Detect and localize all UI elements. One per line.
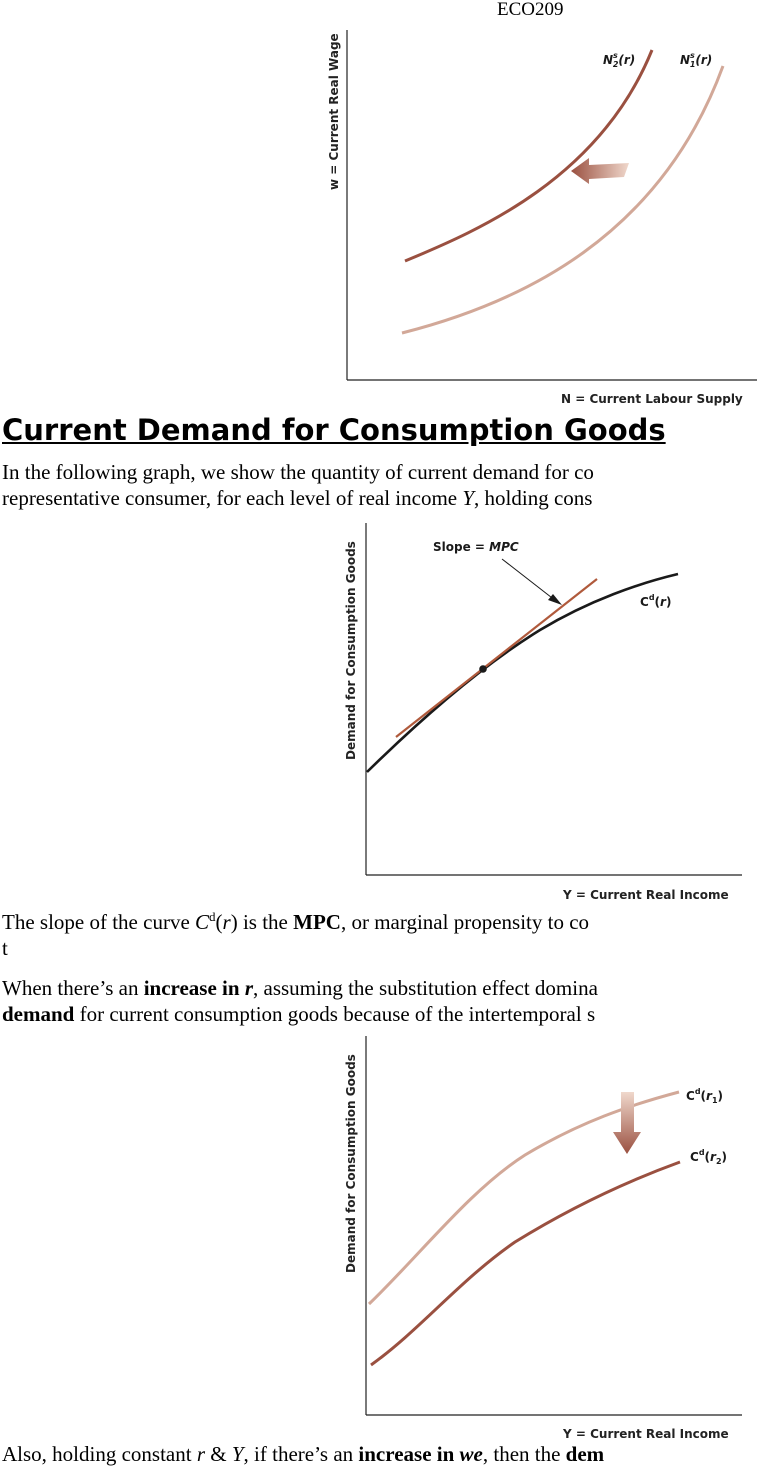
x-axis-label: Y = Current Real Income [562, 888, 729, 902]
intro-line-2: representative consumer, for each level … [2, 486, 593, 510]
curve-label-n2: Ns 2(r) [603, 51, 635, 69]
curve-label-r2: Cd(r2) [690, 1148, 727, 1166]
consumption-curve [366, 572, 679, 773]
slope-pointer [501, 558, 557, 602]
y-axis-label: Demand for Consumption Goods [344, 1054, 358, 1273]
paragraph-wealth: Also, holding constant r & Y, if there’s… [2, 1441, 604, 1467]
curve-label-cd: Cd(r) [640, 593, 671, 609]
paragraph-intro: In the following graph, we show the quan… [2, 459, 594, 511]
mpc-line-1: The slope of the curve Cd(r) is the MPC,… [2, 909, 590, 934]
x-axis-label: N = Current Labour Supply [561, 392, 743, 406]
shift-left-arrow [571, 158, 629, 184]
interest-line-2: demand for current consumption goods bec… [2, 1002, 596, 1026]
slope-label: Slope = MPC [433, 540, 519, 554]
tangent-line [395, 578, 598, 738]
paragraph-mpc: The slope of the curve Cd(r) is the MPC,… [2, 904, 589, 961]
curve-label-n1: Ns 1(r) [680, 51, 712, 69]
x-axis-label: Y = Current Real Income [562, 1427, 729, 1441]
mpc-line-2: t [2, 936, 8, 960]
supply-curve-n1 [401, 65, 725, 335]
curve-label-r1: Cd(r1) [686, 1087, 723, 1105]
intro-line-1: In the following graph, we show the quan… [2, 460, 594, 484]
interest-line-1: When there’s an increase in r, assuming … [2, 976, 598, 1000]
consumption-shift-figure: Demand for Consumption Goods Cd(r1) Cd(r… [0, 1030, 763, 1445]
consumption-curve-r2 [370, 1160, 681, 1367]
page-header: ECO209 [497, 0, 564, 20]
y-axis-label: Demand for Consumption Goods [344, 541, 358, 760]
wealth-line-1: Also, holding constant r & Y, if there’s… [2, 1442, 605, 1466]
supply-curve-n2 [404, 49, 654, 263]
section-heading: Current Demand for Consumption Goods [2, 413, 666, 447]
slope-pointer-head [548, 594, 562, 605]
shift-down-arrow [613, 1092, 641, 1154]
tangent-point [479, 665, 487, 673]
labour-supply-figure: w = Current Real Wage Ns 2(r) Ns 1(r) N = … [0, 18, 763, 410]
paragraph-interest: When there’s an increase in r, assuming … [2, 975, 598, 1027]
consumption-demand-figure: Demand for Consumption Goods Slope = MPC… [0, 515, 763, 905]
y-axis-label: w = Current Real Wage [327, 33, 341, 190]
